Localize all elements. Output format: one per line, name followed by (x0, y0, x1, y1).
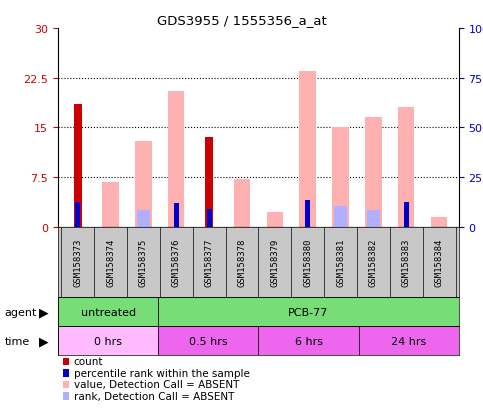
Bar (58, 326, 158, 355)
Bar (75, 202, 80, 227)
Text: GSM158374: GSM158374 (106, 238, 115, 286)
Bar (174, 203, 179, 227)
Text: 6 hrs: 6 hrs (295, 336, 323, 346)
Text: rank, Detection Call = ABSENT: rank, Detection Call = ABSENT (74, 391, 234, 401)
Text: GSM158376: GSM158376 (172, 238, 181, 286)
Text: 0.5 hrs: 0.5 hrs (189, 336, 227, 346)
Bar (168, 92, 185, 227)
Bar (158, 326, 258, 355)
Text: GSM158375: GSM158375 (139, 238, 148, 286)
Bar (58, 297, 158, 326)
Bar (234, 180, 250, 227)
Bar (398, 108, 414, 227)
Text: GDS3955 / 1555356_a_at: GDS3955 / 1555356_a_at (156, 14, 327, 27)
Text: time: time (5, 336, 30, 346)
Bar (358, 326, 459, 355)
Bar (367, 210, 380, 227)
Bar (334, 206, 347, 227)
Bar (299, 72, 316, 227)
Text: GSM158382: GSM158382 (369, 238, 378, 286)
Bar (305, 200, 310, 227)
Text: GSM158378: GSM158378 (238, 238, 246, 286)
Bar (102, 182, 119, 227)
Text: GSM158379: GSM158379 (270, 238, 279, 286)
Bar (404, 202, 409, 227)
Bar (137, 210, 150, 227)
Bar (258, 326, 358, 355)
Bar (205, 138, 213, 227)
Bar (332, 128, 349, 227)
Text: value, Detection Call = ABSENT: value, Detection Call = ABSENT (74, 380, 239, 389)
Text: PCB-77: PCB-77 (288, 307, 329, 317)
Bar (431, 217, 447, 227)
Text: GSM158380: GSM158380 (303, 238, 312, 286)
Text: GSM158373: GSM158373 (73, 238, 82, 286)
Text: agent: agent (5, 307, 37, 317)
Text: ▶: ▶ (39, 305, 48, 318)
Bar (267, 213, 283, 227)
Bar (365, 118, 382, 227)
Text: GSM158384: GSM158384 (435, 238, 443, 286)
Text: ▶: ▶ (39, 334, 48, 347)
Text: 0 hrs: 0 hrs (94, 336, 122, 346)
Text: 24 hrs: 24 hrs (391, 336, 426, 346)
Bar (73, 105, 82, 227)
Text: GSM158383: GSM158383 (402, 238, 411, 286)
Text: GSM158381: GSM158381 (336, 238, 345, 286)
Text: GSM158377: GSM158377 (205, 238, 213, 286)
Bar (135, 141, 152, 227)
Text: untreated: untreated (81, 307, 136, 317)
Bar (158, 297, 459, 326)
Bar (207, 209, 212, 227)
Text: percentile rank within the sample: percentile rank within the sample (74, 368, 250, 378)
Text: count: count (74, 356, 103, 366)
